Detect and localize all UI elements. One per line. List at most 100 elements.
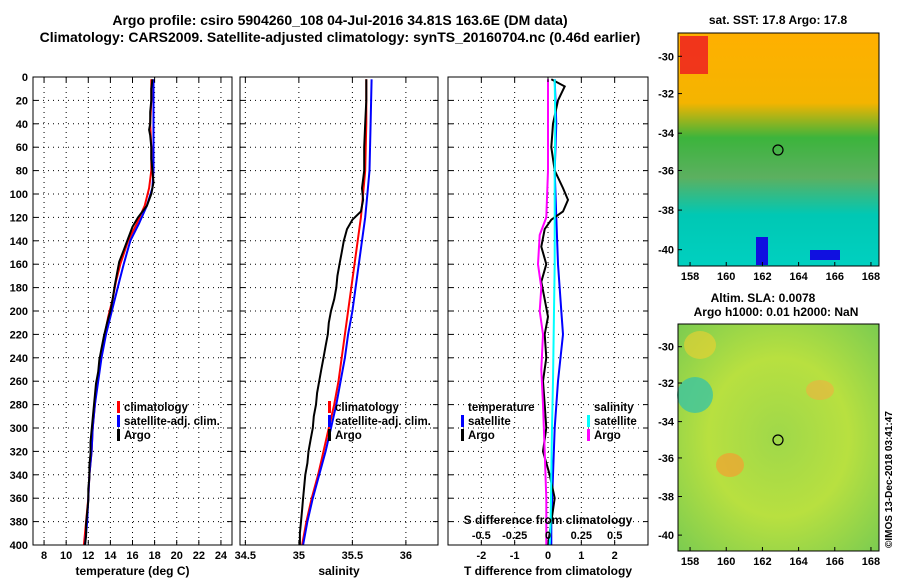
- map-x-tick-label: 162: [753, 556, 771, 568]
- sst-map-field: [678, 33, 879, 266]
- legend-label-temp-satellite: satellite: [468, 416, 511, 428]
- temperature-panel: 8 10 12 14 16 18 20 22 24 temperature (deg C) 0 20 4…: [10, 72, 233, 578]
- x-tick-label: 8: [41, 550, 47, 562]
- legend-swatch-sal-argo: [587, 429, 590, 441]
- map-x-tick-label: 166: [826, 556, 844, 568]
- map-y-tick-label: -32: [658, 378, 674, 390]
- legend-label-temp-argo: Argo: [468, 430, 495, 442]
- y-tick-label: 340: [10, 470, 28, 482]
- sst-map: sat. SST: 17.8 Argo: 17.8 158 160 162 164 16…: [658, 13, 880, 283]
- legend-swatch-satellite-adj: [117, 415, 120, 427]
- x-tick-label: 35: [293, 550, 305, 562]
- difference-xlabel: T difference from climatology: [464, 564, 632, 578]
- map-x-tick-label: 168: [862, 271, 880, 283]
- x-tick-label: 22: [193, 550, 205, 562]
- legend-label-satellite-adj: satellite-adj. clim.: [124, 416, 220, 428]
- map-x-tick-label: 166: [826, 271, 844, 283]
- temperature-legend: climatology satellite-adj. clim. Argo: [117, 401, 220, 442]
- map-x-tick-label: 162: [753, 271, 771, 283]
- series-climatology: [82, 79, 153, 546]
- y-tick-label: 300: [10, 423, 28, 435]
- y-tick-label: 280: [10, 400, 28, 412]
- sla-high-anomaly: [806, 380, 834, 400]
- sst-cold-patch: [810, 250, 840, 260]
- legend-swatch-temp-satellite: [461, 415, 464, 427]
- y-tick-label: 140: [10, 236, 28, 248]
- y-tick-label: 260: [10, 376, 28, 388]
- map-x-tick-label: 158: [681, 271, 699, 283]
- watermark: ©IMOS 13-Dec-2018 03:41:47: [884, 411, 895, 548]
- salinity-legend: climatology satellite-adj. clim. Argo: [328, 401, 431, 442]
- legend-label-satellite-adj: satellite-adj. clim.: [335, 416, 431, 428]
- x-tick-label: 2: [612, 550, 618, 562]
- y-tick-label: 380: [10, 517, 28, 529]
- sst-cold-patch: [756, 237, 768, 265]
- x-tick-label: 10: [60, 550, 72, 562]
- y-tick-label: 200: [10, 306, 28, 318]
- y-tick-label: 240: [10, 353, 28, 365]
- x-tick-label: 18: [148, 550, 160, 562]
- x2-tick-label: -0.25: [502, 530, 527, 542]
- difference-panel: -2 -1 0 1 2 T difference from climatology S di…: [447, 76, 649, 578]
- y-tick-label: 60: [16, 142, 28, 154]
- map-y-tick-label: -30: [658, 51, 674, 63]
- sst-argo-location-marker: [772, 144, 784, 156]
- y-tick-label: 0: [22, 72, 28, 84]
- salinity-panel: 34.5 35 35.5 36 salinity: [235, 76, 439, 578]
- map-x-tick-label: 158: [681, 556, 699, 568]
- map-x-tick-label: 160: [717, 271, 735, 283]
- x-tick-label: 24: [215, 550, 228, 562]
- sla-map-title-1: Altim. SLA: 0.0078: [711, 291, 816, 305]
- x-tick-label: 12: [82, 550, 94, 562]
- legend-title-temperature: temperature: [468, 402, 534, 414]
- map-y-tick-label: -38: [658, 492, 674, 504]
- series-climatology: [301, 79, 368, 546]
- x2-tick-label: 0.5: [607, 530, 622, 542]
- sla-high-anomaly: [684, 331, 716, 359]
- legend-label-climatology: climatology: [335, 402, 400, 414]
- legend-swatch-climatology: [328, 401, 331, 413]
- sst-warm-patch: [680, 36, 708, 74]
- x-tick-label: 34.5: [235, 550, 256, 562]
- sla-high-anomaly: [716, 453, 744, 477]
- x-tick-label: 1: [578, 550, 584, 562]
- series-argo: [84, 79, 155, 546]
- x2-tick-label: -0.5: [472, 530, 491, 542]
- series-argo: [298, 79, 368, 545]
- map-y-tick-label: -34: [658, 417, 675, 429]
- legend-label-climatology: climatology: [124, 402, 189, 414]
- x-tick-label: 0: [545, 550, 551, 562]
- map-y-tick-label: -32: [658, 89, 674, 101]
- x-tick-label: -2: [476, 550, 486, 562]
- map-x-tick-label: 164: [789, 271, 808, 283]
- map-x-tick-label: 164: [789, 556, 808, 568]
- sla-map-frame: [677, 323, 880, 552]
- series-salinity-satellite: [548, 79, 557, 546]
- map-x-tick-label: 168: [862, 556, 880, 568]
- legend-swatch-argo: [328, 429, 331, 441]
- legend-swatch-satellite-adj: [328, 415, 331, 427]
- title-line-2: Climatology: CARS2009. Satellite-adjuste…: [39, 29, 641, 45]
- y-tick-label: 40: [16, 119, 28, 131]
- legend-label-argo: Argo: [335, 430, 362, 442]
- x-tick-label: 16: [126, 550, 138, 562]
- legend-swatch-climatology: [117, 401, 120, 413]
- map-x-tick-label: 160: [717, 556, 735, 568]
- y-tick-label: 100: [10, 189, 28, 201]
- legend-swatch-temp-argo: [461, 429, 464, 441]
- map-y-tick-label: -40: [658, 245, 674, 257]
- legend-label-sal-satellite: satellite: [594, 416, 637, 428]
- temperature-xlabel: temperature (deg C): [75, 564, 189, 578]
- y-tick-label: 160: [10, 259, 28, 271]
- legend-label-sal-argo: Argo: [594, 430, 621, 442]
- map-y-tick-label: -38: [658, 205, 674, 217]
- x-tick-label: 14: [104, 550, 117, 562]
- salinity-xlabel: salinity: [318, 564, 360, 578]
- legend-swatch-sal-satellite: [587, 415, 590, 427]
- y-tick-label: 400: [10, 540, 28, 552]
- y-tick-label: 180: [10, 283, 28, 295]
- sla-map-field: [678, 324, 879, 551]
- series-salinity-argo: [536, 79, 549, 545]
- title-line-1: Argo profile: csiro 5904260_108 04-Jul-2…: [112, 12, 568, 28]
